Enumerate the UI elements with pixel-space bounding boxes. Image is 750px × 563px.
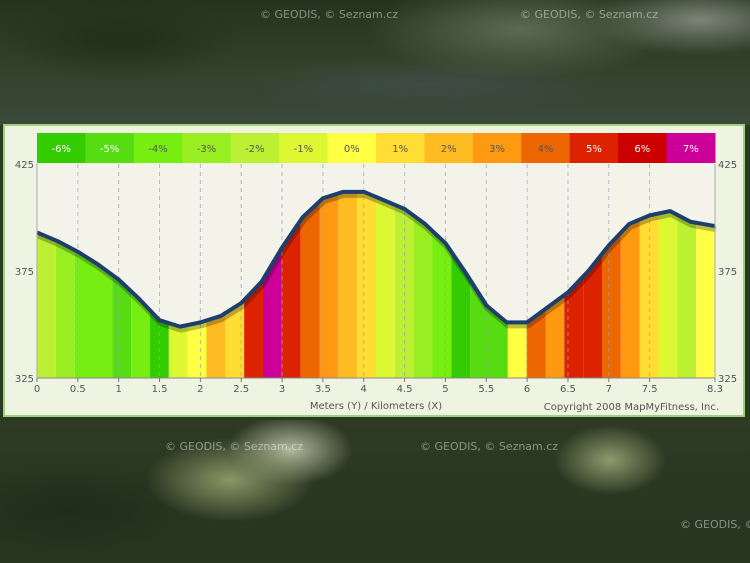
x-axis-label: Meters (Y) / Kilometers (X): [310, 401, 442, 412]
legend-swatch: [424, 133, 474, 163]
y-tick-label-right: 375: [718, 267, 737, 278]
map-watermark: © GEODIS, © Seznam.cz: [260, 8, 399, 21]
grade-segment: [112, 274, 132, 378]
grade-segment: [131, 291, 150, 378]
grade-segment: [394, 204, 414, 378]
grade-segment: [93, 261, 113, 378]
x-tick-label: 6: [524, 384, 530, 395]
grade-segment: [639, 213, 659, 378]
elevation-profile-panel: -6% -5% -4% -3% -2% -1% 0% 1% 2% 3% 4% 5% 6% 7% 0 0.5 1 1…: [3, 124, 745, 417]
legend-swatch: [133, 133, 183, 163]
x-tick-label: 4.5: [397, 384, 413, 395]
x-tick-label: 1: [115, 384, 121, 395]
grade-segment: [620, 219, 640, 378]
grade-segment: [602, 232, 621, 378]
grade-segment: [187, 320, 207, 378]
x-tick-label: 7.5: [642, 384, 658, 395]
x-tick-label: 7: [606, 384, 612, 395]
grade-segment: [583, 253, 602, 378]
grade-segment: [150, 310, 169, 378]
legend-swatch: [521, 133, 571, 163]
elevation-profile-line: [36, 189, 716, 329]
copyright-text: Copyright 2008 MapMyFitness, Inc.: [544, 402, 719, 413]
legend-label: 2%: [441, 144, 457, 155]
grade-segment: [658, 211, 678, 378]
legend-swatch: [472, 133, 522, 163]
grade-segment: [225, 300, 245, 378]
legend-swatch: [279, 133, 329, 163]
x-tick-label: 2: [197, 384, 203, 395]
legend-label: 5%: [586, 144, 602, 155]
x-tick-label: 0.5: [70, 384, 86, 395]
grade-segment: [696, 222, 715, 378]
x-tick-label: 4: [361, 384, 367, 395]
y-tick-label-left: 375: [15, 267, 34, 278]
legend-swatch: [85, 133, 135, 163]
grade-segment: [677, 214, 697, 378]
grade-segment: [244, 279, 263, 378]
grade-segment: [281, 220, 301, 378]
legend-label: 1%: [392, 144, 408, 155]
x-tick-label: 1.5: [152, 384, 168, 395]
legend-swatch: [230, 133, 280, 163]
legend-label: 0%: [344, 144, 360, 155]
legend-swatch: [376, 133, 425, 163]
grade-segment: [489, 307, 508, 378]
grade-segment: [300, 201, 320, 378]
x-tick-label: 3.5: [315, 384, 331, 395]
aerial-map-top: © GEODIS, © Seznam.cz © GEODIS, © Seznam…: [0, 0, 750, 125]
grade-segment: [376, 196, 395, 378]
legend-swatch: [666, 133, 716, 163]
map-watermark: © GEODIS, © Seznam.cz: [520, 8, 659, 21]
legend-label: 6%: [634, 144, 650, 155]
grade-segment: [74, 250, 94, 378]
y-tick-label-left: 325: [15, 374, 34, 385]
aerial-map-bottom: © GEODIS, © Seznam.cz © GEODIS, © Seznam…: [0, 420, 750, 563]
legend-swatch: [327, 133, 377, 163]
legend-label: -3%: [197, 144, 216, 155]
y-tick-label-right: 325: [718, 374, 737, 385]
x-tick-label: 3: [279, 384, 285, 395]
legend-swatch: [37, 133, 86, 163]
grade-segment: [338, 191, 358, 378]
y-tick-label-right: 425: [718, 160, 737, 171]
x-tick-label: 0: [34, 384, 40, 395]
grade-segment: [357, 191, 376, 378]
legend-swatch: [569, 133, 619, 163]
x-tick-label: 5: [442, 384, 448, 395]
grade-segment: [451, 251, 471, 378]
grade-segment: [263, 247, 282, 378]
legend-label: 3%: [489, 144, 505, 155]
legend-label: 4%: [538, 144, 554, 155]
x-tick-label: 2.5: [233, 384, 249, 395]
legend-label: -5%: [100, 144, 119, 155]
grade-segment: [168, 323, 188, 378]
grade-segment: [564, 276, 584, 378]
y-tick-label-left: 425: [15, 160, 34, 171]
legend-label: -4%: [148, 144, 167, 155]
x-tick-label: 8.3: [707, 384, 723, 395]
grade-segment: [545, 295, 565, 378]
grade-segment: [55, 240, 75, 378]
x-tick-label: 5.5: [478, 384, 494, 395]
legend-swatch: [182, 133, 232, 163]
grade-segment: [507, 322, 527, 378]
legend-label: -2%: [245, 144, 264, 155]
legend-swatch: [618, 133, 668, 163]
map-watermark: © GEODIS, © Seznam.cz: [420, 440, 559, 453]
map-watermark: © GEODIS, © Seznam.cz: [165, 440, 304, 453]
grade-segment: [526, 308, 546, 378]
grade-segment: [319, 193, 339, 378]
grade-segment: [206, 313, 226, 378]
x-tick-label: 6.5: [560, 384, 576, 395]
legend-label: -6%: [51, 144, 70, 155]
grade-segment: [37, 232, 56, 378]
grade-segment: [413, 215, 433, 378]
elevation-chart: -6% -5% -4% -3% -2% -1% 0% 1% 2% 3% 4% 5% 6% 7% 0 0.5 1 1…: [15, 133, 737, 413]
map-watermark: © GEODIS, © Seznam.cz: [680, 518, 750, 531]
legend-label: 7%: [683, 144, 699, 155]
grade-segment: [432, 230, 452, 378]
legend-label: -1%: [294, 144, 313, 155]
